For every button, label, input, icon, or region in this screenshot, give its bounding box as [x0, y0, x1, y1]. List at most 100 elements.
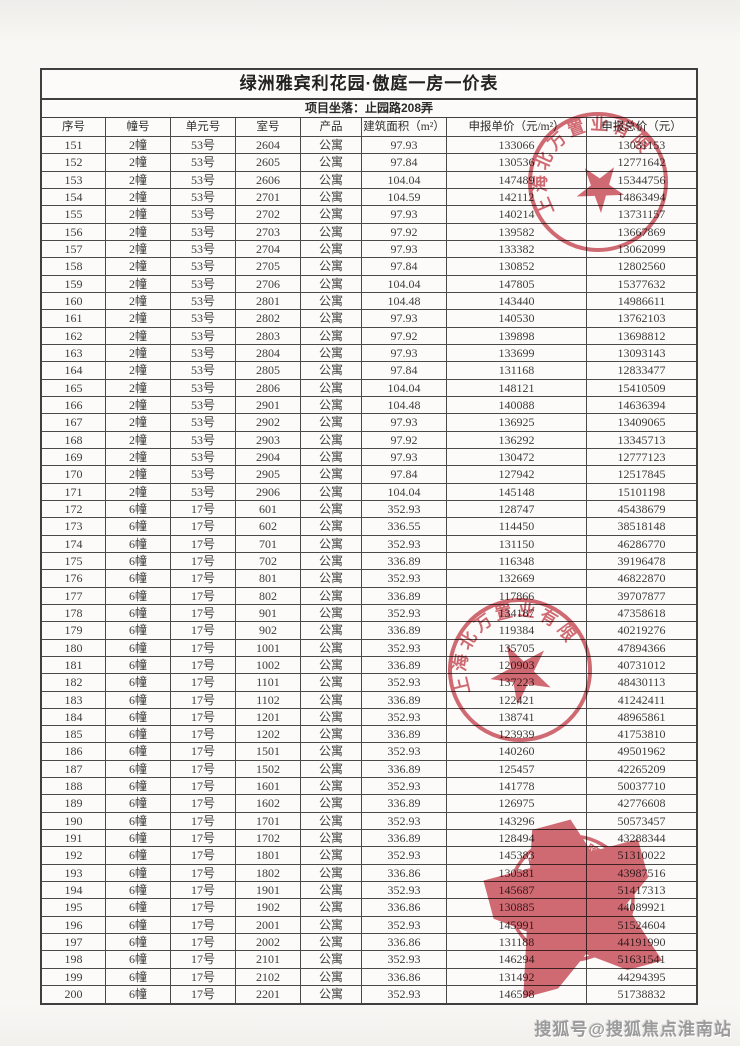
cell-serial: 156 — [42, 223, 106, 241]
cell-serial: 162 — [42, 327, 106, 345]
table-row: 200 6幢 17号 2201 公寓 352.93 146598 51738832 — [42, 986, 696, 1004]
cell-product: 公寓 — [301, 951, 362, 969]
cell-room: 702 — [236, 552, 301, 571]
cell-unit: 17号 — [171, 778, 236, 796]
cell-unit: 53号 — [171, 414, 236, 432]
cell-product: 公寓 — [301, 379, 362, 397]
cell-building: 6幢 — [106, 743, 171, 761]
cell-room: 2701 — [236, 188, 301, 207]
cell-area: 336.89 — [362, 622, 447, 640]
cell-serial: 185 — [42, 726, 106, 744]
cell-serial: 170 — [42, 466, 106, 484]
cell-area: 336.89 — [362, 552, 447, 571]
cell-serial: 195 — [42, 899, 106, 917]
cell-area: 336.89 — [362, 587, 447, 605]
cell-room: 2805 — [236, 362, 301, 380]
cell-product: 公寓 — [301, 656, 362, 675]
cell-room: 902 — [236, 622, 301, 640]
cell-product: 公寓 — [301, 674, 362, 692]
cell-unit-price: 145148 — [447, 483, 587, 501]
cell-total-price: 15410509 — [587, 380, 696, 397]
cell-area: 97.84 — [362, 154, 447, 172]
cell-total-price: 12517845 — [587, 466, 696, 484]
cell-unit-price: 126975 — [447, 795, 587, 813]
cell-total-price: 39707877 — [587, 588, 696, 605]
cell-building: 6幢 — [106, 778, 171, 796]
cell-total-price: 15344756 — [587, 172, 696, 189]
cell-unit-price: 136925 — [447, 414, 587, 432]
cell-total-price: 51417313 — [587, 882, 696, 900]
cell-building: 2幢 — [106, 483, 171, 501]
table-row: 152 2幢 53号 2605 公寓 97.84 130536 12771642 — [42, 154, 696, 172]
cell-room: 2101 — [236, 951, 301, 969]
cell-room: 601 — [236, 500, 301, 519]
cell-total-price: 49501962 — [587, 743, 696, 761]
cell-unit: 17号 — [171, 587, 236, 605]
cell-area: 97.93 — [362, 414, 447, 432]
cell-serial: 187 — [42, 760, 106, 779]
cell-unit: 53号 — [171, 448, 236, 467]
cell-room: 2901 — [236, 396, 301, 415]
table-row: 164 2幢 53号 2805 公寓 97.84 131168 12833477 — [42, 362, 696, 380]
cell-area: 352.93 — [362, 847, 447, 865]
table-body: 151 2幢 53号 2604 公寓 97.93 133066 13031153 152 2幢 53… — [42, 137, 696, 1004]
table-row: 193 6幢 17号 1802 公寓 336.86 130581 43987516 — [42, 864, 696, 883]
cell-area: 97.93 — [362, 310, 447, 328]
cell-unit: 53号 — [171, 223, 236, 241]
cell-product: 公寓 — [301, 240, 362, 259]
cell-building: 2幢 — [106, 206, 171, 224]
cell-unit: 53号 — [171, 396, 236, 415]
cell-total-price: 12802560 — [587, 258, 696, 276]
cell-total-price: 15101198 — [587, 484, 696, 501]
cell-unit: 17号 — [171, 500, 236, 519]
cell-unit: 53号 — [171, 431, 236, 449]
cell-unit: 17号 — [171, 847, 236, 865]
cell-product: 公寓 — [301, 137, 362, 155]
cell-unit-price: 137223 — [447, 674, 587, 692]
cell-building: 2幢 — [106, 188, 171, 207]
cell-area: 104.48 — [362, 292, 447, 311]
cell-total-price: 14863494 — [587, 189, 696, 207]
table-row: 199 6幢 17号 2102 公寓 336.86 131492 44294395 — [42, 968, 696, 987]
cell-building: 2幢 — [106, 379, 171, 397]
cell-product: 公寓 — [301, 258, 362, 276]
cell-room: 2904 — [236, 448, 301, 467]
cell-serial: 166 — [42, 396, 106, 415]
cell-building: 6幢 — [106, 500, 171, 519]
cell-room: 1702 — [236, 830, 301, 848]
cell-total-price: 43288344 — [587, 830, 696, 848]
cell-building: 6幢 — [106, 604, 171, 623]
cell-room: 1602 — [236, 795, 301, 813]
cell-unit: 53号 — [171, 292, 236, 311]
cell-unit: 17号 — [171, 708, 236, 727]
cell-room: 2806 — [236, 379, 301, 397]
cell-unit: 17号 — [171, 570, 236, 588]
cell-unit-price: 145991 — [447, 916, 587, 935]
cell-area: 352.93 — [362, 639, 447, 657]
cell-serial: 174 — [42, 535, 106, 553]
cell-unit: 53号 — [171, 137, 236, 155]
cell-room: 2604 — [236, 137, 301, 155]
cell-building: 6幢 — [106, 899, 171, 917]
cell-serial: 188 — [42, 778, 106, 796]
cell-unit: 17号 — [171, 760, 236, 779]
cell-serial: 178 — [42, 604, 106, 623]
cell-serial: 184 — [42, 708, 106, 727]
cell-total-price: 48430113 — [587, 674, 696, 692]
cell-unit: 17号 — [171, 795, 236, 813]
col-header-unit: 单元号 — [171, 118, 236, 137]
cell-building: 2幢 — [106, 275, 171, 293]
table-row: 170 2幢 53号 2905 公寓 97.84 127942 12517845 — [42, 466, 696, 484]
cell-product: 公寓 — [301, 292, 362, 311]
cell-product: 公寓 — [301, 188, 362, 207]
table-row: 185 6幢 17号 1202 公寓 336.89 123939 41753810 — [42, 726, 696, 744]
table-row: 182 6幢 17号 1101 公寓 352.93 137223 48430113 — [42, 674, 696, 692]
cell-unit: 53号 — [171, 379, 236, 397]
col-header-total-price: 申报总价（元） — [587, 118, 696, 137]
cell-unit: 53号 — [171, 310, 236, 328]
cell-room: 602 — [236, 518, 301, 536]
cell-building: 6幢 — [106, 639, 171, 657]
cell-unit-price: 133382 — [447, 240, 587, 259]
cell-area: 352.93 — [362, 951, 447, 969]
cell-unit-price: 119384 — [447, 622, 587, 640]
